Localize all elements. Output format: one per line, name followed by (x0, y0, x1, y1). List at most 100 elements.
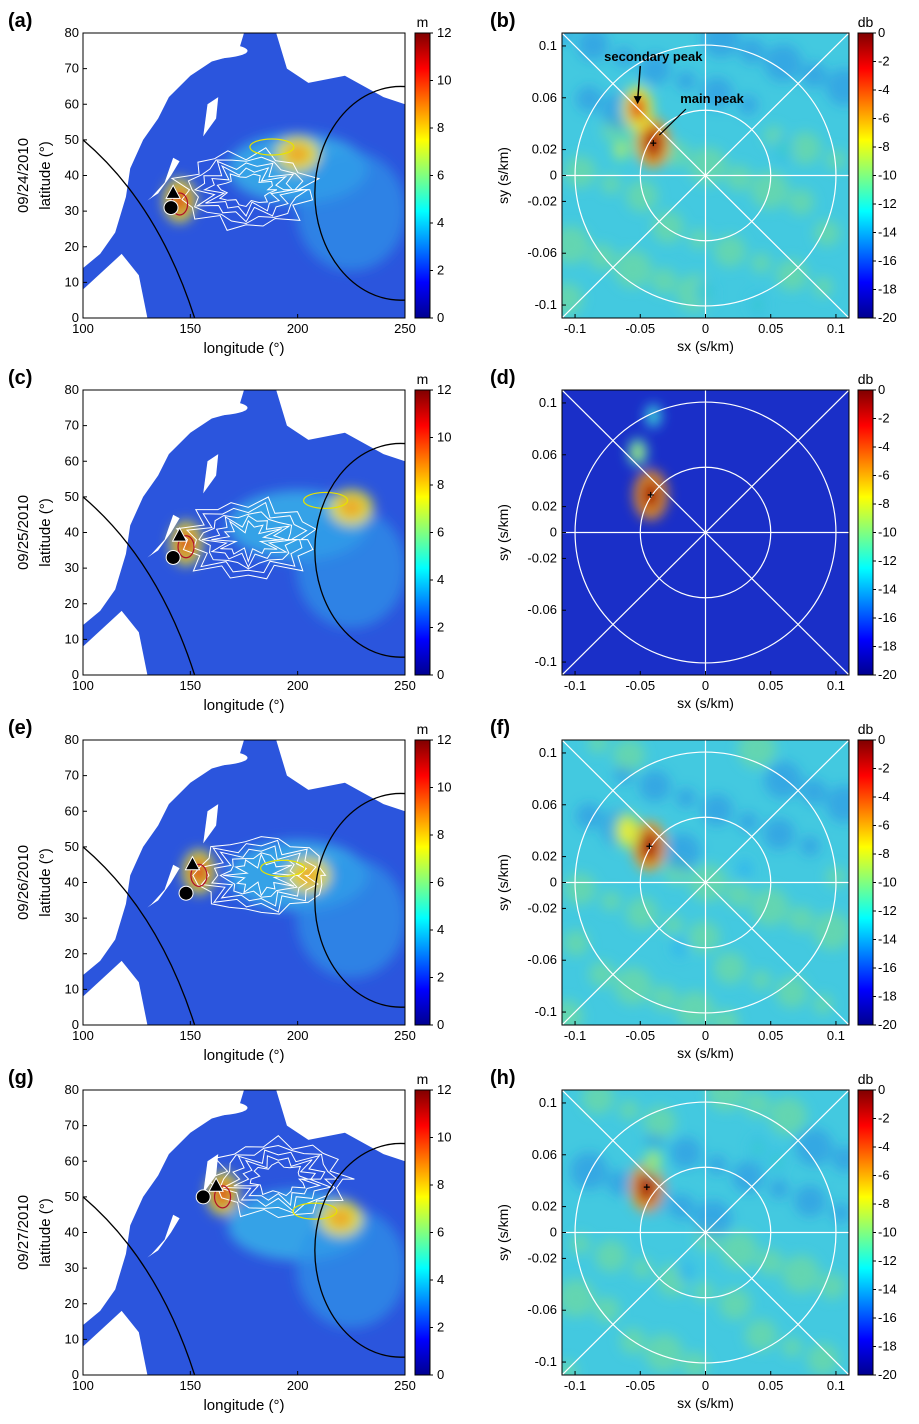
beam-xtick-label: -0.1 (564, 321, 586, 336)
distance-arc (83, 846, 196, 1025)
land-patch (167, 42, 248, 59)
beam-ylabel: sy (s/km) (495, 1204, 511, 1261)
beam-xtick-label: 0.05 (758, 678, 783, 693)
beam-colorbar (857, 1089, 874, 1376)
colorbar-unit: db (858, 1071, 874, 1087)
source-triangle-marker (171, 527, 188, 542)
colorbar-tick-label: 0 (878, 25, 885, 40)
panel-label: (d) (490, 367, 516, 389)
beam-noise (682, 1352, 708, 1375)
beam-noise (795, 1128, 833, 1166)
contour-line (185, 501, 308, 574)
map-ytick-label: 80 (65, 25, 79, 40)
beam-noise (739, 38, 765, 64)
colorbar-tick-label: -8 (878, 139, 890, 154)
map-ytick-label: 60 (65, 1153, 79, 1168)
colorbar-tick-label: 0 (437, 1367, 444, 1382)
beam-noise (607, 1170, 633, 1196)
colorbar-tick-label: 2 (437, 970, 444, 985)
beam-xtick-label: -0.05 (625, 1028, 655, 1043)
north-america-landmass (276, 1090, 405, 1162)
beam-noise (694, 1282, 714, 1302)
map-xtick-label: 200 (287, 321, 309, 336)
beam-noise (814, 220, 840, 246)
date-label: 09/27/2010 (15, 1195, 32, 1270)
map-xtick-label: 100 (72, 1028, 94, 1043)
beam-ylabel: sy (s/km) (495, 147, 511, 204)
colorbar-unit: m (417, 14, 429, 30)
beam-noise (707, 1155, 727, 1175)
beam-noise (757, 1249, 783, 1275)
beam-ytick-label: 0 (550, 168, 557, 183)
colorbar-tick-label: -10 (878, 525, 897, 540)
land (83, 740, 405, 1025)
map-ytick-label: 70 (65, 418, 79, 433)
colorbar-tick-label: 4 (437, 1272, 444, 1287)
station-circle-marker (165, 549, 181, 565)
beam-noise (651, 985, 677, 1011)
colorbar-tick-label: 6 (437, 525, 444, 540)
beam-noise (732, 1161, 764, 1193)
contour-yellow (260, 859, 306, 877)
colorbar-tick-label: 12 (437, 732, 451, 747)
colorbar-tick-label: 10 (437, 430, 451, 445)
beam-noise (676, 991, 714, 1025)
contour-line (223, 1149, 333, 1213)
map-ytick-label: 40 (65, 1225, 79, 1240)
colorbar-tick-label: -16 (878, 610, 897, 625)
beam-peak (753, 1141, 763, 1156)
beam-ytick-label: -0.06 (527, 1302, 557, 1317)
distance-ellipse (314, 1142, 405, 1358)
beam-ytick-label: -0.02 (527, 1250, 557, 1265)
contour-line (187, 156, 310, 225)
map-ytick-label: 70 (65, 61, 79, 76)
annotation-arrowhead (633, 96, 642, 105)
colorbar-tick-label: 4 (437, 572, 444, 587)
colorbar-tick-label: -18 (878, 989, 897, 1004)
map-ytick-label: 0 (72, 1017, 79, 1032)
land (83, 33, 405, 318)
map-ytick-label: 50 (65, 132, 79, 147)
beam-noise (670, 1137, 702, 1169)
map-ylabel: latitude (°) (37, 141, 54, 210)
beam-noise (751, 888, 789, 926)
beam-noise (564, 873, 596, 905)
beam-noise (764, 44, 802, 82)
beam-noise (651, 268, 677, 294)
beam-colorbar (857, 389, 874, 676)
panel-label: (b) (490, 10, 516, 32)
beam-noise (563, 930, 589, 956)
map-panel (83, 1090, 405, 1375)
colorbar-tick-label: 6 (437, 1225, 444, 1240)
map-xlabel: longitude (°) (203, 1397, 284, 1414)
contour-red (213, 1185, 232, 1209)
colorbar-tick-label: 8 (437, 1177, 444, 1192)
kamchatka-landmass (203, 454, 219, 494)
colorbar-tick-label: -8 (878, 496, 890, 511)
contour-line (211, 519, 284, 564)
beam-noise (652, 211, 684, 243)
beam-noise (639, 770, 671, 802)
colorbar-tick-label: 4 (437, 922, 444, 937)
beam-noise (594, 1297, 620, 1323)
map-colorbar (414, 389, 431, 676)
colorbar-tick-label: -4 (878, 439, 890, 454)
beam-xtick-label: 0 (702, 321, 709, 336)
map-xtick-label: 200 (287, 1378, 309, 1393)
beam-xtick-label: 0.1 (827, 321, 845, 336)
beam-xtick-label: 0 (702, 1028, 709, 1043)
beam-ytick-label: 0 (550, 525, 557, 540)
colorbar-tick-label: -12 (878, 553, 897, 568)
map-ytick-label: 0 (72, 310, 79, 325)
beam-xtick-label: -0.05 (625, 321, 655, 336)
map-ytick-label: 0 (72, 1367, 79, 1382)
beam-grid (562, 390, 849, 675)
beam-noise (663, 915, 683, 935)
annotation-arrow (636, 65, 642, 101)
north-america-landmass (276, 390, 405, 462)
colorbar-tick-label: -8 (878, 1196, 890, 1211)
colorbar-tick-label: 2 (437, 620, 444, 635)
contour-line (193, 160, 305, 223)
beam-noise (776, 259, 808, 291)
beam-ylabel: sy (s/km) (495, 504, 511, 561)
